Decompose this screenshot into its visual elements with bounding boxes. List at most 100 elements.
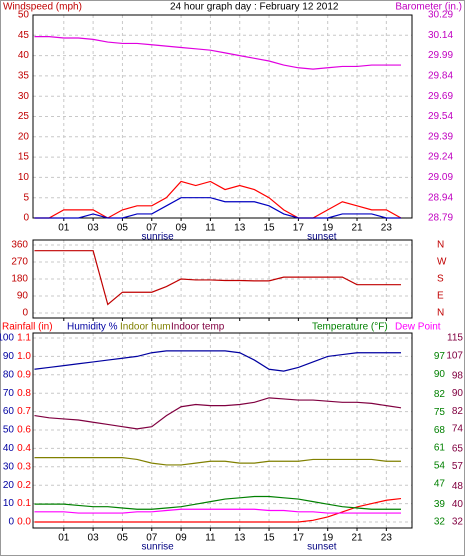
y-tick-label: 39 bbox=[434, 499, 446, 510]
y-tick-label: 90 bbox=[452, 388, 464, 399]
y-tick-label: 29.69 bbox=[428, 91, 453, 102]
y-tick-label: N bbox=[437, 240, 444, 251]
y-tick-label: 29.24 bbox=[428, 152, 453, 163]
annotation: sunset bbox=[307, 232, 337, 243]
series-line bbox=[34, 180, 402, 219]
x-tick-label: 19 bbox=[322, 223, 334, 234]
x-tick-label: 01 bbox=[58, 223, 70, 234]
y-tick-label: 0.8 bbox=[17, 388, 31, 399]
y-tick-label: W bbox=[437, 257, 447, 268]
y-tick-label: 0.6 bbox=[17, 425, 31, 436]
x-tick-label: 05 bbox=[117, 223, 129, 234]
y-tick-label: 70 bbox=[3, 388, 15, 399]
x-tick-label: 17 bbox=[293, 223, 305, 234]
x-tick-label: 21 bbox=[351, 533, 363, 544]
legend-label: Rainfall (in) bbox=[2, 322, 53, 333]
plot-frame bbox=[32, 332, 413, 529]
y-tick-label: 90 bbox=[17, 291, 29, 302]
y-tick-label: 0.3 bbox=[17, 461, 31, 472]
annotation: sunrise bbox=[141, 232, 174, 243]
y-tick-label: 29.99 bbox=[428, 50, 453, 61]
x-tick-label: 07 bbox=[146, 223, 158, 234]
y-tick-label: 0.7 bbox=[17, 406, 31, 417]
y-tick-label: 0 bbox=[23, 213, 29, 224]
y-tick-label: 20 bbox=[18, 131, 30, 142]
series-line bbox=[34, 350, 402, 372]
x-tick-label: 09 bbox=[176, 223, 188, 234]
y-tick-label: 40 bbox=[452, 499, 464, 510]
x-tick-label: 23 bbox=[381, 533, 393, 544]
series-line bbox=[34, 197, 402, 219]
y-tick-label: 29.84 bbox=[428, 71, 453, 82]
y-tick-label: 32 bbox=[452, 517, 464, 528]
y-tick-label: 20 bbox=[3, 480, 15, 491]
y-axis-label: Windspeed (mph) bbox=[3, 2, 82, 13]
y-tick-label: 30.29 bbox=[428, 10, 453, 21]
y-tick-label: 5 bbox=[23, 192, 29, 203]
plot-frame bbox=[32, 239, 413, 319]
annotation: sunset bbox=[307, 542, 337, 553]
y-tick-label: 68 bbox=[434, 425, 446, 436]
y-tick-label: 360 bbox=[11, 240, 28, 251]
legend-label: Indoor hum bbox=[120, 322, 171, 333]
y-tick-label: 29.54 bbox=[428, 111, 453, 122]
y-tick-label: 30 bbox=[3, 461, 15, 472]
y-tick-label: 40 bbox=[3, 443, 15, 454]
y-tick-label: 97 bbox=[434, 351, 446, 362]
y-tick-label: 29.09 bbox=[428, 172, 453, 183]
y-tick-label: 15 bbox=[18, 152, 30, 163]
y-tick-label: 0.1 bbox=[17, 498, 31, 509]
x-tick-label: 09 bbox=[176, 533, 188, 544]
y-tick-label: N bbox=[437, 308, 444, 319]
y2-axis-label: Barometer (in.) bbox=[395, 2, 462, 13]
legend-label: Dew Point bbox=[395, 322, 441, 333]
series-line bbox=[34, 397, 402, 430]
x-tick-label: 15 bbox=[263, 223, 275, 234]
y-tick-label: 29.39 bbox=[428, 131, 453, 142]
legend-label: Humidity % bbox=[67, 322, 118, 333]
y-tick-label: 32 bbox=[434, 517, 446, 528]
y-tick-label: 74 bbox=[452, 424, 464, 435]
y-tick-label: 60 bbox=[3, 406, 15, 417]
y-tick-label: 0 bbox=[8, 517, 14, 528]
y-tick-label: 47 bbox=[434, 478, 446, 489]
y-tick-label: 30.14 bbox=[428, 30, 453, 41]
chart-title: 24 hour graph day : February 12 2012 bbox=[170, 2, 339, 13]
x-tick-label: 03 bbox=[88, 223, 100, 234]
y-tick-label: 100 bbox=[0, 333, 14, 344]
y-tick-label: 40 bbox=[18, 50, 30, 61]
series-line bbox=[34, 36, 402, 70]
y-tick-label: 82 bbox=[434, 389, 446, 400]
y-tick-label: 50 bbox=[18, 10, 30, 21]
y-tick-label: 180 bbox=[11, 274, 28, 285]
x-tick-label: 03 bbox=[88, 533, 100, 544]
x-tick-label: 07 bbox=[146, 533, 158, 544]
y-tick-label: 50 bbox=[3, 425, 15, 436]
series-line bbox=[34, 250, 402, 306]
legend-label: Indoor temp bbox=[171, 322, 225, 333]
x-tick-label: 13 bbox=[234, 533, 246, 544]
y-tick-label: 75 bbox=[434, 407, 446, 418]
y-tick-label: 0.9 bbox=[17, 369, 31, 380]
y-tick-label: 115 bbox=[447, 333, 463, 344]
y-tick-label: 25 bbox=[18, 111, 30, 122]
y-tick-label: 28.94 bbox=[428, 192, 453, 203]
legend-label: Temperature (°F) bbox=[312, 322, 388, 333]
series-line bbox=[34, 457, 402, 466]
plot-frame bbox=[32, 14, 413, 219]
y-tick-label: S bbox=[437, 274, 444, 285]
series-line bbox=[34, 508, 402, 514]
y-tick-label: 10 bbox=[18, 172, 30, 183]
y-tick-label: 80 bbox=[3, 369, 15, 380]
y-tick-label: 45 bbox=[18, 30, 30, 41]
y-tick-label: 0.2 bbox=[17, 480, 31, 491]
series-line bbox=[34, 495, 402, 510]
y-tick-label: 82 bbox=[452, 406, 464, 417]
x-tick-label: 23 bbox=[381, 223, 393, 234]
y-tick-label: 1.1 bbox=[17, 333, 31, 344]
y-tick-label: 65 bbox=[452, 443, 464, 454]
x-tick-label: 11 bbox=[205, 533, 216, 544]
